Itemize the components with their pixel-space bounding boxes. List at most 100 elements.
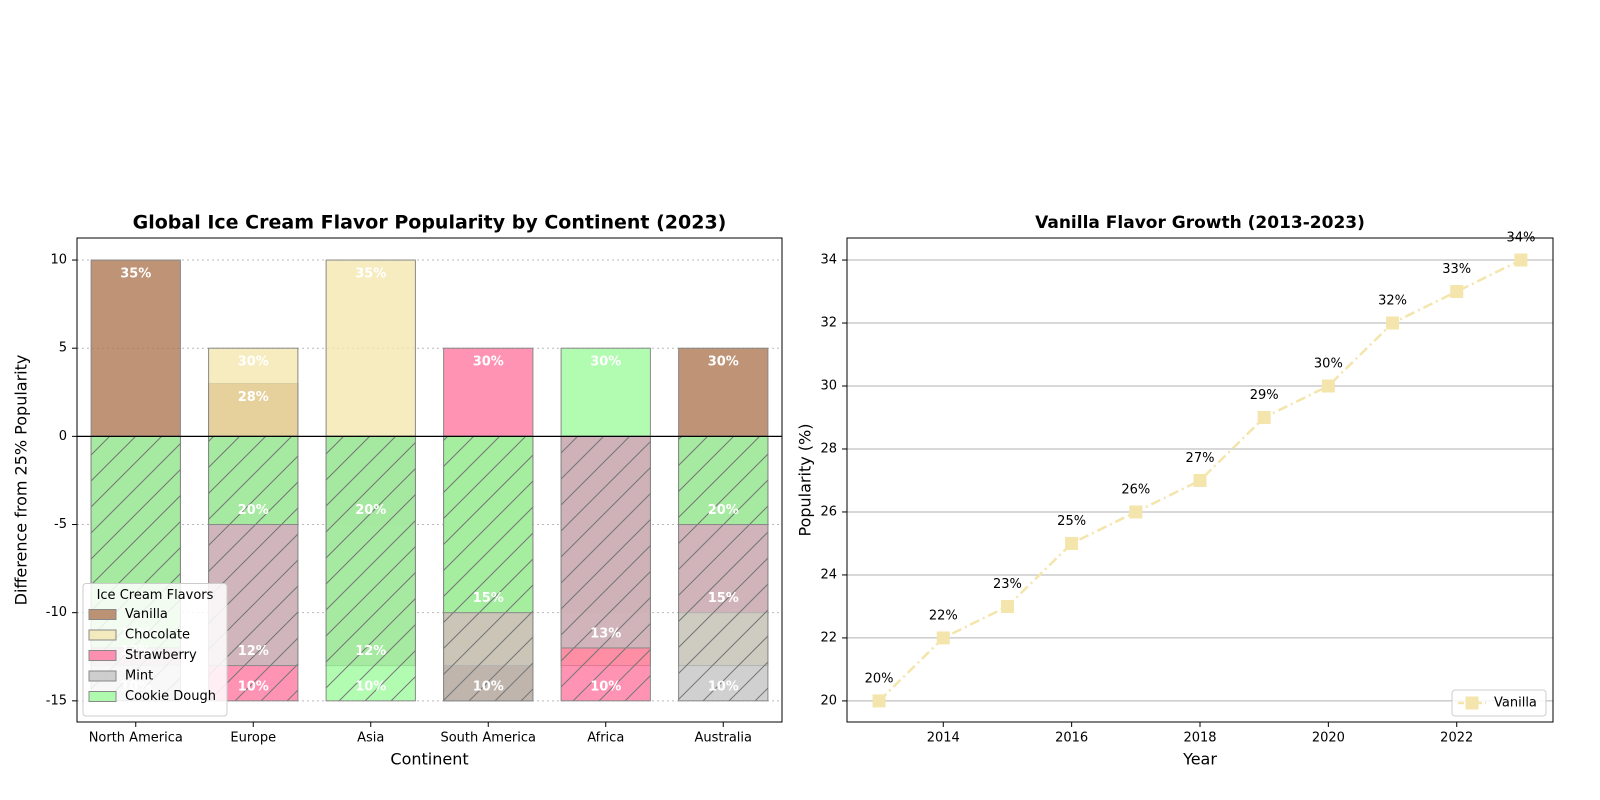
x-tick-label: 2018 xyxy=(1183,731,1216,746)
legend-label: Strawberry xyxy=(125,648,197,663)
marker xyxy=(936,631,950,645)
value-label: 10% xyxy=(355,679,386,694)
legend-label: Cookie Dough xyxy=(125,689,216,704)
y-axis-label: Difference from 25% Popularity xyxy=(12,355,31,606)
bar xyxy=(325,259,416,437)
legend-title: Ice Cream Flavors xyxy=(97,588,214,603)
value-label: 29% xyxy=(1250,388,1279,403)
value-label: 30% xyxy=(238,355,269,370)
marker xyxy=(1386,316,1400,330)
value-label: 13% xyxy=(590,626,621,641)
value-label: 35% xyxy=(120,267,151,282)
value-label: 15% xyxy=(708,591,739,606)
legend-marker xyxy=(1465,696,1479,710)
y-tick-label: 22 xyxy=(820,630,837,645)
y-tick-label: 24 xyxy=(820,567,837,582)
x-tick-label: 2016 xyxy=(1055,731,1088,746)
bar-hatch xyxy=(208,436,298,525)
legend-box xyxy=(82,583,228,717)
x-tick-label: Africa xyxy=(587,731,624,746)
y-axis-label: Popularity (%) xyxy=(796,424,815,537)
x-tick-label: 2022 xyxy=(1440,731,1473,746)
value-label: 26% xyxy=(1121,482,1150,497)
y-tick-label: 32 xyxy=(820,316,837,331)
value-label: 27% xyxy=(1186,451,1215,466)
bar-hatch xyxy=(561,436,651,648)
y-tick-label: 28 xyxy=(820,441,837,456)
chart-title: Global Ice Cream Flavor Popularity by Co… xyxy=(133,212,727,234)
bar xyxy=(208,347,299,437)
plot-frame xyxy=(76,237,783,723)
legend-swatch xyxy=(88,691,117,702)
y-tick-label: 5 xyxy=(59,341,67,356)
left-chart: -15 -10 -5 0 5 10 35% 28% 20% 30% 30% 35% 13% 10% 30% 1… xyxy=(12,212,783,769)
value-label: 10% xyxy=(590,679,621,694)
value-label: 30% xyxy=(1314,357,1343,372)
bar-hatch xyxy=(443,436,533,613)
value-label: 23% xyxy=(993,577,1022,592)
value-label: 10% xyxy=(473,679,504,694)
marker xyxy=(1257,410,1271,424)
value-label: 20% xyxy=(865,671,894,686)
value-label: 35% xyxy=(355,267,386,282)
value-label: 30% xyxy=(590,355,621,370)
y-tick-label: -5 xyxy=(54,517,67,532)
marker xyxy=(1514,253,1528,267)
x-tick-label: South America xyxy=(440,731,536,746)
y-tick-label: 30 xyxy=(820,379,837,394)
bar-hatch xyxy=(678,436,768,525)
value-label: 28% xyxy=(238,390,269,405)
y-tick-label: -10 xyxy=(46,605,67,620)
value-label: 20% xyxy=(355,503,386,518)
value-label: 15% xyxy=(473,591,504,606)
bar xyxy=(443,347,534,437)
plot-frame xyxy=(846,237,1554,723)
y-tick-label: 34 xyxy=(820,253,837,268)
value-label: 20% xyxy=(708,503,739,518)
value-label: 22% xyxy=(929,608,958,623)
legend-label: Vanilla xyxy=(1494,696,1537,711)
y-tick-label: 0 xyxy=(59,429,67,444)
bar xyxy=(90,259,181,437)
bar xyxy=(560,347,651,437)
x-axis-label: Year xyxy=(1182,750,1217,769)
x-tick-label: Australia xyxy=(694,731,752,746)
value-label: 30% xyxy=(708,355,739,370)
marker xyxy=(1129,505,1143,519)
legend-swatch xyxy=(88,629,117,641)
y-tick-label: 20 xyxy=(820,693,837,708)
x-tick-label: 2020 xyxy=(1312,731,1345,746)
marker xyxy=(1450,285,1464,299)
value-label: 10% xyxy=(238,679,269,694)
y-tick-label: -15 xyxy=(46,693,67,708)
value-label: 32% xyxy=(1378,294,1407,309)
bar-hatch xyxy=(326,436,416,701)
value-label: 30% xyxy=(473,355,504,370)
x-tick-label: Europe xyxy=(230,731,276,746)
marker xyxy=(1193,473,1207,487)
bar xyxy=(678,347,769,437)
marker xyxy=(1065,536,1079,550)
y-tick-label: 26 xyxy=(820,504,837,519)
value-label: 33% xyxy=(1442,262,1471,277)
legend-swatch xyxy=(88,670,117,682)
marker xyxy=(1321,379,1335,393)
legend-label: Chocolate xyxy=(125,628,190,643)
marker xyxy=(872,694,886,708)
x-tick-label: Asia xyxy=(357,731,384,746)
legend-swatch xyxy=(88,650,117,661)
legend-swatch xyxy=(88,609,117,620)
legend-label: Mint xyxy=(125,669,153,684)
value-label: 25% xyxy=(1057,514,1086,529)
value-label: 12% xyxy=(238,644,269,659)
legend-label: Vanilla xyxy=(125,607,168,622)
x-axis-label: Continent xyxy=(390,750,468,769)
marker xyxy=(1000,599,1014,613)
chart-title: Vanilla Flavor Growth (2013-2023) xyxy=(1035,213,1365,233)
x-tick-label: 2014 xyxy=(927,731,960,746)
value-label: 10% xyxy=(708,679,739,694)
y-tick-label: 10 xyxy=(50,253,67,268)
value-label: 20% xyxy=(238,503,269,518)
